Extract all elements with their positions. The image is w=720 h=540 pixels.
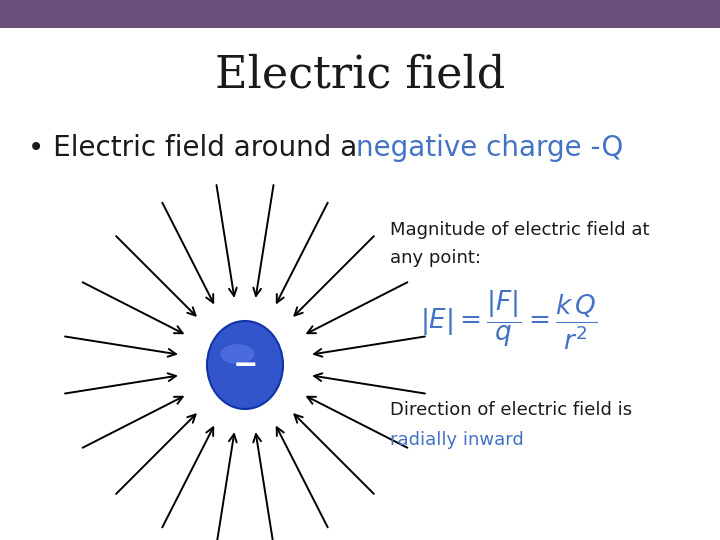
Ellipse shape [207, 321, 283, 409]
Text: $|E| = \dfrac{|F|}{q} = \dfrac{k\,Q}{r^2}$: $|E| = \dfrac{|F|}{q} = \dfrac{k\,Q}{r^2… [420, 288, 598, 352]
Ellipse shape [233, 350, 258, 380]
Text: any point:: any point: [390, 249, 481, 267]
Ellipse shape [210, 324, 281, 406]
Ellipse shape [230, 347, 260, 383]
Ellipse shape [243, 362, 248, 368]
Ellipse shape [217, 333, 273, 397]
Text: Direction of electric field is: Direction of electric field is [390, 401, 632, 419]
Ellipse shape [225, 341, 265, 388]
Bar [0, 0, 720, 28]
Ellipse shape [240, 359, 250, 371]
Ellipse shape [238, 356, 253, 374]
Ellipse shape [215, 330, 275, 400]
Ellipse shape [207, 321, 283, 409]
Text: radially inward: radially inward [390, 431, 523, 449]
Ellipse shape [228, 345, 263, 386]
Text: negative charge -Q: negative charge -Q [356, 134, 624, 162]
Text: Electric field: Electric field [215, 53, 505, 97]
Ellipse shape [222, 339, 268, 392]
Ellipse shape [212, 327, 278, 403]
Text: • Electric field around a: • Electric field around a [28, 134, 366, 162]
Text: Magnitude of electric field at: Magnitude of electric field at [390, 221, 649, 239]
Ellipse shape [220, 336, 270, 394]
Text: −: − [233, 350, 258, 380]
Ellipse shape [235, 353, 255, 377]
Ellipse shape [220, 344, 254, 364]
